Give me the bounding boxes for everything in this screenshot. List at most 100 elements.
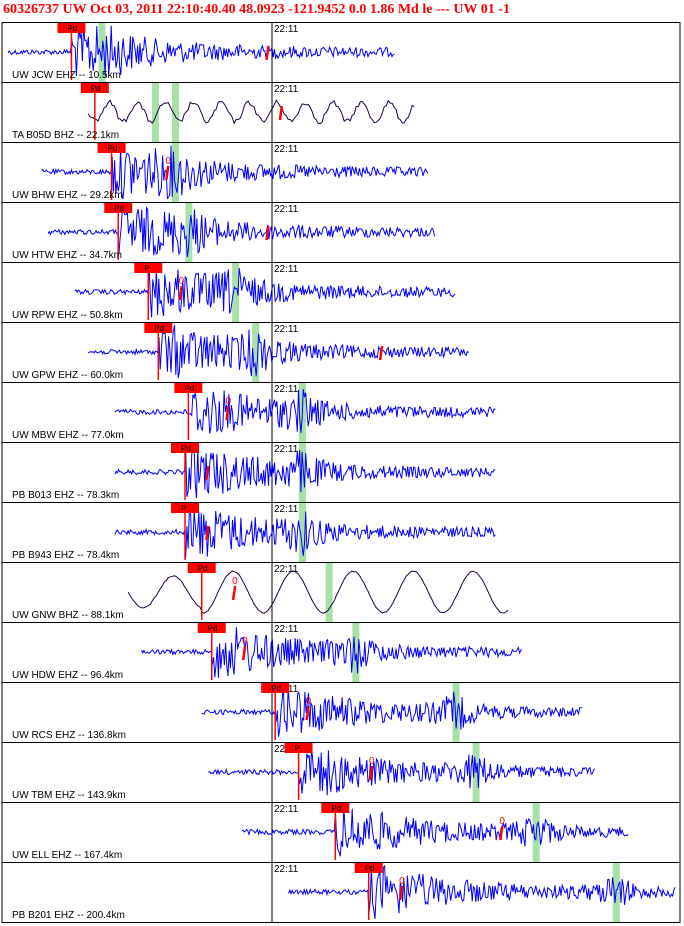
time-tick-label: 22:11 <box>274 84 299 95</box>
pick-label: Pd <box>181 444 191 453</box>
phase-window-band <box>325 563 333 622</box>
pick-label: Pd <box>208 624 218 633</box>
coda-marker <box>398 885 404 901</box>
coda-marker-label: 0 <box>499 816 505 827</box>
trace-panel[interactable]: 22:11 Pd 0 UW HDW EHZ -- 96.4km <box>1 622 681 683</box>
phase-window-band <box>185 203 193 262</box>
coda-marker-label: 0 <box>242 636 248 647</box>
trace-panel[interactable]: 22:11 Pd 0 UW ELL EHZ -- 167.4km <box>1 802 681 863</box>
trace-panel[interactable]: 22:11 Pd 0 UW BHW EHZ -- 29.2km <box>1 142 681 203</box>
coda-marker-label: 0 <box>179 276 185 287</box>
pick-label-box[interactable] <box>321 803 350 813</box>
waveform-line <box>141 627 523 678</box>
event-header: 60326737 UW Oct 03, 2011 22:10:40.40 48.… <box>0 0 684 22</box>
trace-panel[interactable]: 22:11 P 0 UW RPW EHZ -- 50.8km <box>1 262 681 323</box>
coda-marker <box>305 705 310 721</box>
pick-label: Pd <box>67 24 77 33</box>
pick-label: P <box>181 504 186 513</box>
pick-label-box[interactable] <box>97 143 126 153</box>
pick-label-box[interactable] <box>144 323 173 333</box>
trace-panel[interactable]: 22:11 Pd 0 UW GNW BHZ -- 88.1km <box>1 562 681 623</box>
coda-marker-label: 0 <box>165 156 171 167</box>
waveform-line <box>74 265 456 318</box>
time-tick-label: 22:11 <box>274 444 299 455</box>
trace-panel[interactable]: 22:11 Pd UW JCW EHZ -- 10.5km <box>1 22 681 83</box>
waveform-line <box>208 746 596 796</box>
seismogram-plot: 22:11 Pd UW JCW EHZ -- 10.5km 22:11 Pd TA B05… <box>1 22 681 923</box>
panel-frame <box>1 322 681 383</box>
station-label: UW GNW BHZ -- 88.1km <box>12 610 124 621</box>
pick-label-box[interactable] <box>57 23 86 33</box>
station-label: UW RCS EHZ -- 136.8km <box>12 730 126 741</box>
pick-label-box[interactable] <box>104 203 133 213</box>
panel-frame <box>1 742 681 803</box>
time-tick-label: 22:11 <box>274 144 299 155</box>
coda-marker <box>205 525 210 541</box>
pick-label-box[interactable] <box>171 503 200 513</box>
phase-window-band <box>352 623 360 682</box>
coda-marker <box>225 405 230 421</box>
pick-label-box[interactable] <box>197 623 226 633</box>
station-label: UW RPW EHZ -- 50.8km <box>12 310 123 321</box>
pick-label: P <box>144 264 149 273</box>
waveform-line <box>114 508 496 558</box>
pick-label-box[interactable] <box>354 863 383 873</box>
trace-panel[interactable]: 22:11 Pd PB B013 EHZ -- 78.3km <box>1 442 681 503</box>
trace-panel[interactable]: 22:11 Pd TA B05D BHZ -- 22.1km <box>1 82 681 143</box>
station-label: TA B05D BHZ -- 22.1km <box>12 130 119 141</box>
time-tick-label: 22:11 <box>274 324 299 335</box>
waveform-line <box>127 570 509 614</box>
waveform-line <box>241 806 629 857</box>
station-label: UW MBW EHZ -- 77.0km <box>12 430 124 441</box>
station-label: PB B013 EHZ -- 78.3km <box>12 490 119 501</box>
waveform-line <box>114 389 496 434</box>
pick-label-box[interactable] <box>187 563 216 573</box>
waveform-line <box>201 685 583 737</box>
pick-label: Pd <box>184 384 194 393</box>
pick-label-box[interactable] <box>261 683 290 693</box>
coda-marker <box>378 345 384 361</box>
trace-panel[interactable]: 22:11 Pd 0 UW MBW EHZ -- 77.0km <box>1 382 681 443</box>
panel-frame <box>1 622 681 683</box>
pick-label-box[interactable] <box>80 83 109 93</box>
trace-panel[interactable]: 22:11 P PB B943 EHZ -- 78.4km <box>1 502 681 563</box>
time-tick-label: 22:11 <box>274 864 299 875</box>
pick-label-box[interactable] <box>171 443 200 453</box>
pick-label-box[interactable] <box>134 263 163 273</box>
time-tick-label: 22:11 <box>274 264 299 275</box>
trace-panel[interactable]: 22:11 Pd 0 PB B201 EHZ -- 200.4km <box>1 862 681 923</box>
waveform-line <box>41 145 429 200</box>
coda-marker-label: 0 <box>225 396 231 407</box>
station-label: UW HTW EHZ -- 34.7km <box>12 250 122 261</box>
waveform-line <box>114 445 496 499</box>
pick-label-box[interactable] <box>284 743 313 753</box>
pick-label: Pd <box>108 144 118 153</box>
trace-panel[interactable]: 22:11 Pd UW GPW EHZ -- 60.0km <box>1 322 681 383</box>
phase-window-band <box>298 443 306 502</box>
coda-marker <box>165 165 170 181</box>
pick-label-box[interactable] <box>174 383 203 393</box>
phase-window-band <box>232 263 240 322</box>
panel-frame <box>1 262 681 323</box>
coda-marker <box>241 645 247 661</box>
pick-label: P <box>295 744 300 753</box>
time-tick-label: 22:11 <box>274 564 299 575</box>
time-tick-label: 22:11 <box>274 384 299 395</box>
trace-panel[interactable]: 22:11 Pd UW HTW EHZ -- 34.7km <box>1 202 681 263</box>
station-label: UW GPW EHZ -- 60.0km <box>12 370 123 381</box>
coda-marker <box>205 465 210 481</box>
time-tick-label: 22:11 <box>274 24 299 35</box>
phase-window-band <box>452 683 460 742</box>
waveform-line <box>288 864 676 919</box>
panel-frame <box>1 562 681 623</box>
pick-label: Pd <box>91 84 101 93</box>
coda-marker <box>368 765 374 781</box>
phase-window-band <box>298 503 306 562</box>
phase-window-band <box>151 83 159 142</box>
waveform-line <box>87 325 469 378</box>
station-label: UW BHW EHZ -- 29.2km <box>12 190 123 201</box>
phase-window-band <box>252 323 260 382</box>
waveform-line <box>47 206 435 258</box>
